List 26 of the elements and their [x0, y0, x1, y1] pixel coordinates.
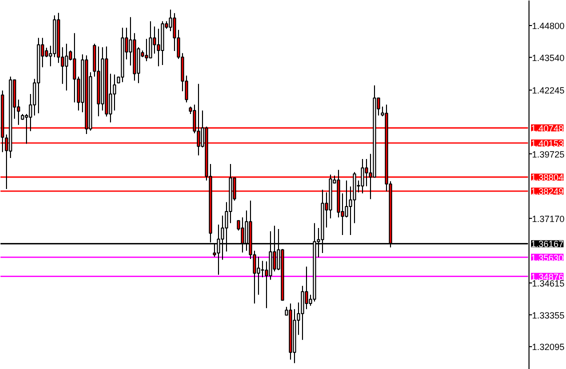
- candlestick: [260, 260, 264, 278]
- candlestick: [152, 26, 156, 54]
- candlestick: [300, 285, 304, 340]
- ref-line-label: 1.40748: [531, 123, 564, 134]
- y-tick-label: 1.39725: [532, 149, 565, 160]
- ref-line-label: 1.40153: [531, 138, 564, 148]
- candlestick: [112, 74, 116, 111]
- y-tick-label: 1.42245: [532, 86, 565, 96]
- ref-line-label: 1.35630: [531, 252, 564, 263]
- candlestick: [148, 20, 152, 58]
- candlestick: [256, 256, 260, 296]
- candlestick: [144, 38, 148, 62]
- y-tick-label: 1.43540: [532, 52, 565, 63]
- ref-line-label: 1.38249: [531, 186, 564, 197]
- candlestick: [64, 43, 68, 91]
- candlestick: [344, 180, 348, 218]
- y-tick-label: 1.32095: [532, 342, 565, 352]
- candlestick: [44, 47, 48, 58]
- ref-line-label: 1.36167: [531, 239, 564, 250]
- candlestick: [304, 266, 308, 310]
- candlestick: [360, 158, 364, 194]
- y-tick-label: 1.37170: [532, 214, 565, 224]
- candlestick: [72, 32, 76, 103]
- y-tick-label: 1.33355: [532, 310, 565, 320]
- ref-line-label: 1.38804: [531, 172, 564, 183]
- y-tick-label: 1.44800: [532, 21, 565, 32]
